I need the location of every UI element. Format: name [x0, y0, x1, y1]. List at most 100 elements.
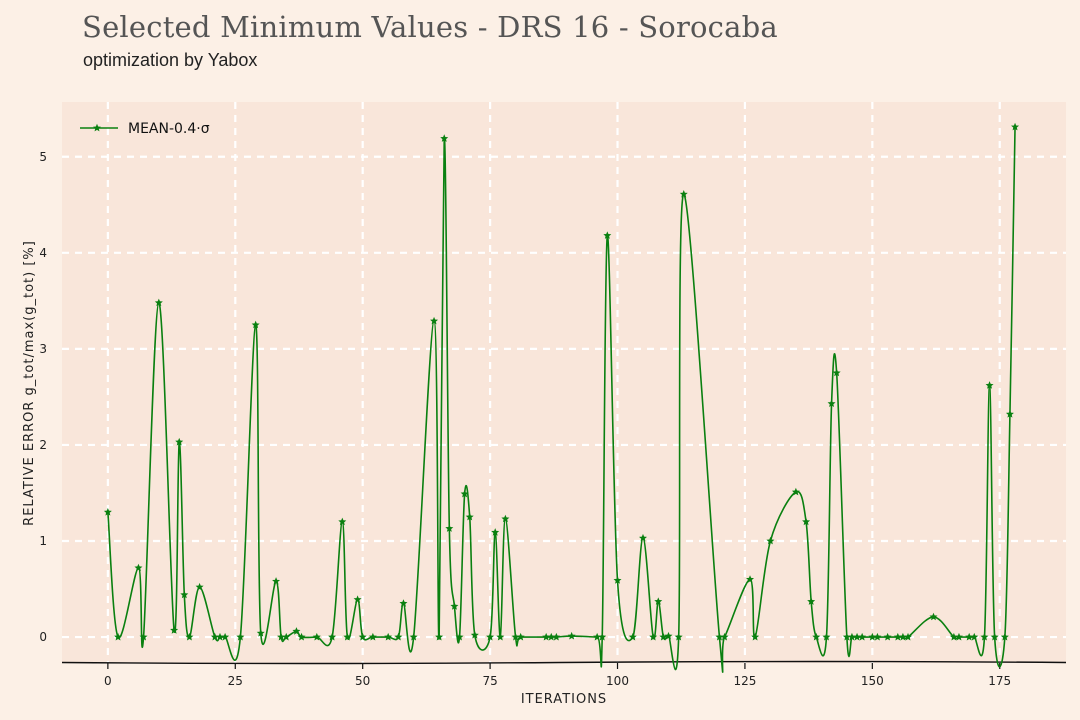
x-tick-label: 175 [988, 674, 1011, 688]
data-point-star [542, 632, 551, 641]
data-point-star [639, 533, 647, 542]
data-point-star [1005, 410, 1014, 418]
data-point-star [853, 632, 862, 641]
data-point-star [394, 632, 403, 641]
data-point-star [715, 632, 724, 641]
data-point-star [154, 298, 163, 307]
x-axis-line [61, 660, 1067, 665]
data-point-star [256, 629, 265, 637]
data-point-star [195, 582, 204, 591]
data-point-star [180, 590, 189, 599]
data-point-star [292, 627, 301, 635]
data-point-star [791, 487, 800, 496]
data-point-star [679, 190, 688, 198]
data-point-star [338, 517, 347, 526]
data-point-star [598, 632, 607, 641]
data-point-star [822, 632, 831, 641]
legend: MEAN-0.4·σ [80, 121, 210, 137]
data-point-star [812, 632, 821, 641]
data-point-star [236, 632, 245, 641]
data-point-star [603, 231, 612, 239]
legend-marker-star [93, 123, 101, 132]
data-point-star [445, 524, 454, 532]
data-point-star [353, 595, 362, 603]
chart-title: Selected Minimum Values - DRS 16 - Soroc… [82, 10, 778, 44]
x-tick-label: 0 [104, 674, 112, 688]
data-point-star [175, 437, 184, 446]
y-tick-label: 4 [39, 246, 47, 260]
data-point-star [949, 632, 958, 641]
data-point-star [1000, 632, 1009, 641]
x-tick-label: 125 [733, 674, 756, 688]
data-point-star [980, 632, 989, 641]
data-point-star [552, 632, 561, 641]
data-point-star [501, 514, 510, 523]
data-point-star [883, 632, 892, 641]
data-point-star [654, 597, 663, 605]
data-point-star [114, 632, 123, 641]
data-point-star [807, 597, 816, 605]
data-point-star [103, 507, 112, 516]
data-point-star [272, 577, 281, 585]
data-point-star [465, 512, 474, 521]
data-point-star [674, 632, 683, 641]
data-point-star [766, 536, 775, 545]
series-layer [103, 122, 1020, 673]
data-point-star [929, 612, 938, 621]
data-point-star [613, 576, 622, 584]
data-point-star [547, 632, 556, 641]
data-point-star [567, 631, 576, 640]
data-point-star [496, 632, 505, 641]
x-axis-label: ITERATIONS [521, 692, 607, 707]
data-point-star [516, 632, 525, 641]
data-point-star [210, 632, 219, 641]
data-point-star [593, 632, 602, 641]
data-point-star [954, 632, 963, 641]
data-point-star [277, 632, 286, 641]
data-point-star [384, 632, 393, 641]
data-point-star [847, 632, 856, 641]
data-point-star [185, 632, 194, 641]
data-point-star [368, 632, 377, 641]
data-point-star [328, 632, 337, 641]
chart-subtitle: optimization by Yabox [83, 50, 258, 70]
data-point-star [970, 632, 979, 641]
data-point-star [134, 563, 143, 572]
x-tick-label: 25 [228, 674, 243, 688]
data-point-star [343, 632, 352, 641]
axes: 0 25 50 75 100 125 150 175 0 1 2 3 4 5 [39, 150, 1067, 688]
data-point-star [139, 632, 148, 641]
data-point-star [873, 632, 882, 641]
y-tick-label: 2 [39, 438, 47, 452]
x-tick-label: 75 [482, 674, 497, 688]
data-point-star [832, 368, 841, 377]
data-point-star [358, 632, 367, 641]
y-tick-label: 5 [39, 150, 47, 164]
data-point-star [827, 399, 836, 408]
x-tick-label: 50 [355, 674, 370, 688]
data-point-star [842, 632, 851, 641]
data-point-star [251, 320, 260, 329]
data-point-star [990, 632, 999, 641]
data-point-star [440, 134, 449, 142]
data-point-star [751, 632, 760, 641]
y-tick-label: 3 [39, 342, 47, 356]
data-point-star [1011, 122, 1020, 131]
data-point-star [470, 630, 479, 639]
data-point-star [649, 632, 658, 641]
data-point-star [802, 517, 811, 526]
data-point-star [455, 632, 464, 641]
data-point-star [898, 632, 907, 641]
data-point-star [746, 575, 755, 583]
data-point-star [409, 632, 418, 641]
data-point-star [868, 632, 877, 641]
data-point-star [312, 632, 321, 641]
data-point-star [435, 632, 444, 641]
data-point-star [216, 632, 224, 641]
data-point-star [664, 631, 673, 640]
data-point-star [297, 632, 306, 641]
data-point-star [511, 632, 520, 641]
data-point-star [628, 632, 637, 641]
